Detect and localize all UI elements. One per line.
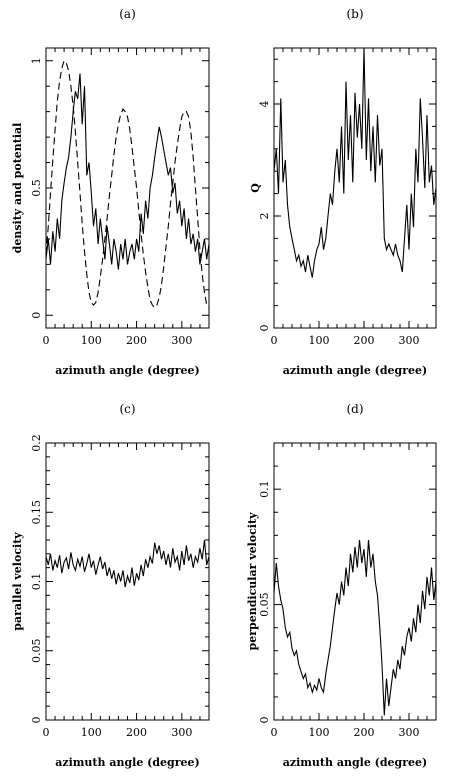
y-axis-label: perpendicular velocity: [246, 512, 259, 651]
y-tick-label: 0.05: [30, 639, 43, 664]
y-axis-label: parallel velocity: [11, 532, 24, 631]
chart-panel: (a) 0 100 200 300 0 0.5 1 azimuth angle (degree)…: [11, 7, 210, 377]
y-tick-label: 0.15: [30, 500, 43, 525]
x-tick-label: 300: [399, 334, 420, 347]
y-tick-label: 0: [258, 717, 271, 724]
x-tick-label: 100: [309, 726, 330, 739]
x-tick-label: 0: [43, 726, 50, 739]
y-tick-label: 0: [258, 325, 271, 332]
x-tick-label: 100: [81, 726, 102, 739]
x-tick-label: 0: [43, 334, 50, 347]
plot-frame: [45, 47, 210, 329]
series-line-dashed: [45, 59, 210, 309]
series-line: [45, 73, 210, 270]
x-tick-label: 300: [171, 726, 192, 739]
x-axis-label: azimuth angle (degree): [55, 364, 200, 377]
panel-label: (c): [119, 402, 135, 416]
x-axis-label: azimuth angle (degree): [55, 756, 200, 769]
chart-panel: (d) 0 100 200 300 0 0.05 0.1 azimuth angle (degr…: [246, 402, 437, 769]
x-tick-label: 300: [399, 726, 420, 739]
panel-label: (a): [119, 7, 136, 21]
series-line: [273, 47, 437, 278]
x-tick-label: 200: [354, 334, 375, 347]
plot-frame: [45, 442, 210, 721]
x-tick-label: 100: [309, 334, 330, 347]
y-axis-label: density and potential: [11, 123, 24, 254]
x-tick-label: 100: [81, 334, 102, 347]
y-tick-label: 0.05: [258, 592, 271, 617]
panel-label: (b): [346, 7, 363, 21]
y-tick-label: 0.1: [30, 573, 43, 591]
x-tick-label: 200: [126, 334, 147, 347]
y-tick-label: 0.5: [30, 179, 43, 197]
y-tick-label: 0: [30, 717, 43, 724]
x-axis-label: azimuth angle (degree): [283, 756, 428, 769]
plot-frame: [273, 442, 437, 721]
x-tick-label: 200: [354, 726, 375, 739]
x-tick-label: 0: [271, 726, 278, 739]
y-axis-label: Q: [249, 183, 262, 193]
x-tick-label: 200: [126, 726, 147, 739]
y-tick-label: 1: [30, 57, 43, 64]
y-tick-label: 0: [30, 312, 43, 319]
series-line: [45, 539, 210, 588]
y-tick-label: 0.1: [258, 480, 271, 498]
y-tick-label: 2: [258, 213, 271, 220]
chart-panel: (c) 0 100 200 300 0 0.05 0.1 0.15 0.2 azimuth angl…: [11, 402, 210, 769]
x-tick-label: 0: [271, 334, 278, 347]
x-axis-label: azimuth angle (degree): [283, 364, 428, 377]
plot-frame: [273, 47, 437, 329]
chart-panel: (b) 0 100 200 300 0 2 4 azimuth angle (degree) Q: [249, 7, 437, 377]
y-tick-label: 4: [258, 101, 271, 108]
panel-label: (d): [346, 402, 363, 416]
y-tick-label: 0.2: [30, 434, 43, 452]
x-tick-label: 300: [171, 334, 192, 347]
series-line: [273, 539, 437, 716]
